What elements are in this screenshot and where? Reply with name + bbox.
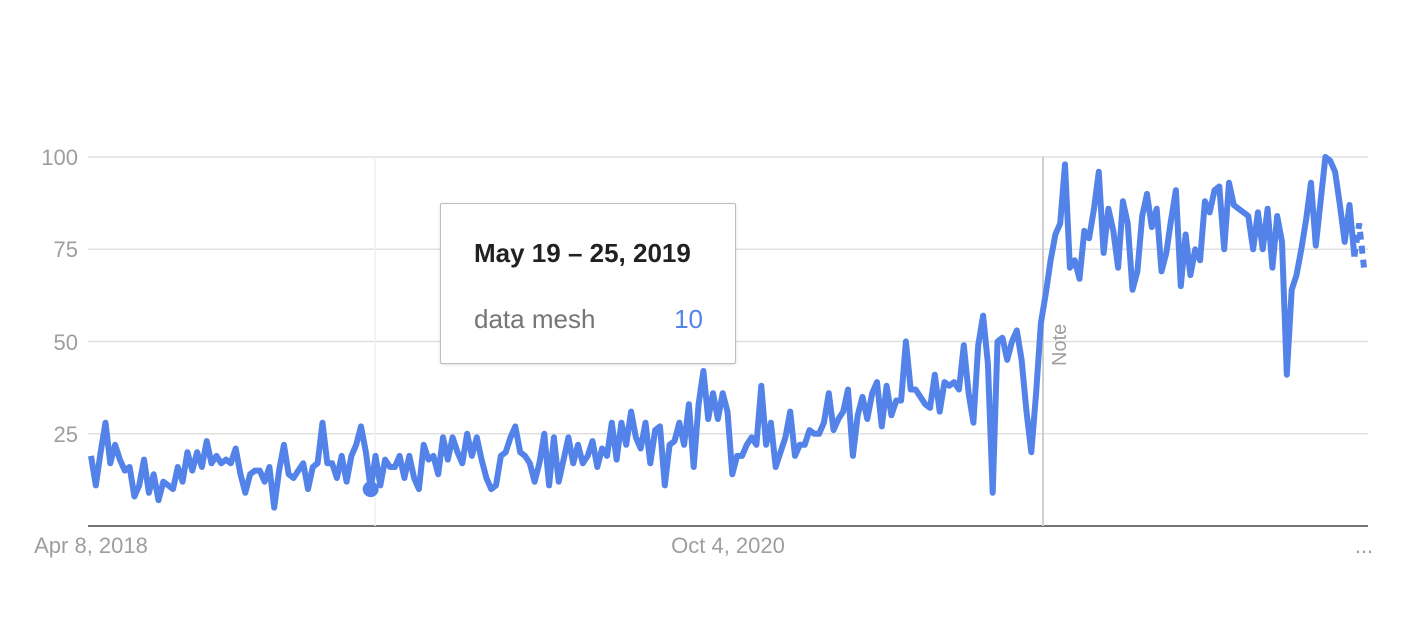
series-layer bbox=[88, 154, 1367, 511]
tooltip-series-name: data mesh bbox=[474, 304, 596, 334]
note-annotation-label[interactable]: Note bbox=[1049, 324, 1071, 366]
y-tick-label: 75 bbox=[54, 237, 78, 262]
y-tick-label: 100 bbox=[41, 145, 78, 170]
x-tick-label: Oct 4, 2020 bbox=[671, 533, 785, 558]
x-tick-label: Apr 8, 2018 bbox=[34, 533, 148, 558]
tooltip-date: May 19 – 25, 2019 bbox=[474, 238, 691, 268]
highlighted-data-point[interactable] bbox=[362, 481, 379, 498]
series-line-partial-data[interactable] bbox=[1351, 222, 1367, 269]
series-line-data-mesh[interactable] bbox=[88, 154, 1358, 511]
tooltip: May 19 – 25, 2019 data mesh 10 bbox=[440, 203, 736, 364]
y-tick-label: 50 bbox=[54, 330, 78, 355]
y-tick-label: 25 bbox=[54, 422, 78, 447]
x-tick-label-more[interactable]: ... bbox=[1355, 533, 1373, 558]
tooltip-series-value: 10 bbox=[674, 304, 703, 334]
